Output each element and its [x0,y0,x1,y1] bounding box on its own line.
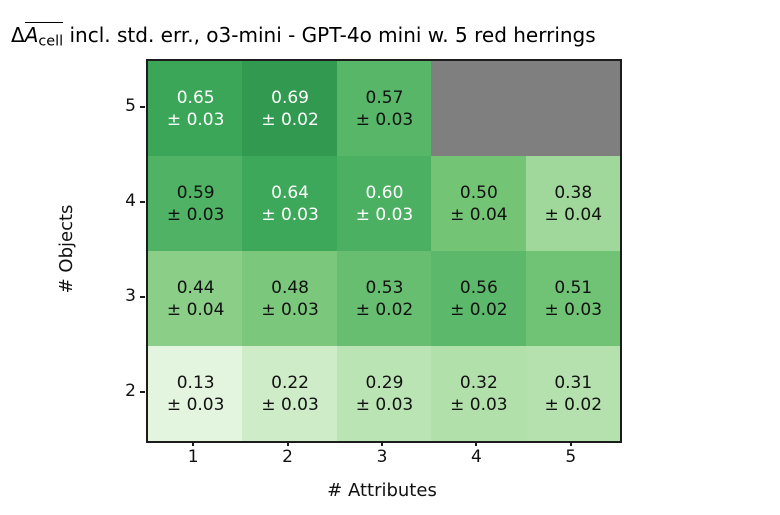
cell-stderr: ± 0.03 [450,394,508,415]
title-variable-subscript: cell [38,33,64,50]
cell-stderr: ± 0.03 [166,204,225,225]
cell-stderr: ± 0.02 [355,299,414,320]
heatmap-cell: 0.31 ± 0.02 [525,346,620,441]
cell-value: 0.65 [176,87,215,108]
cell-value: 0.56 [459,277,498,298]
heatmap-cell: 0.64 ± 0.03 [242,156,338,252]
x-tick-label: 5 [565,447,577,467]
title-delta: Δ [11,23,25,47]
heatmap-cell: 0.69 ± 0.02 [242,61,338,157]
heatmap-cell: 0.44 ± 0.04 [148,251,244,347]
y-tick-mark [140,295,145,298]
heatmap-cell: 0.48 ± 0.03 [242,251,338,347]
y-tick-label: 2 [125,380,136,401]
title-rest: incl. std. err., o3-mini - GPT-4o mini w… [63,23,596,47]
cell-value: 0.53 [365,277,404,298]
cell-stderr: ± 0.02 [261,109,319,130]
cell-value: 0.51 [554,277,593,298]
cell-value: 0.60 [365,182,404,203]
title-overlined-variable: Acell [24,22,64,50]
cell-value: 0.32 [459,372,498,393]
y-tick-mark [140,390,145,393]
heatmap-cell: 0.22 ± 0.03 [242,346,338,441]
heatmap-cell: 0.29 ± 0.03 [336,346,433,441]
x-tick-label: 2 [282,447,293,467]
x-tick-label: 1 [187,447,199,467]
cell-stderr: ± 0.02 [450,299,508,320]
x-tick-label: 3 [376,447,388,467]
heatmap-missing-cell [431,61,527,157]
x-tick-label: 4 [470,447,482,467]
cell-value: 0.38 [554,182,593,203]
x-tick-mark [381,441,383,446]
x-axis-label: # Attributes [327,480,437,501]
x-tick-mark [569,441,572,446]
cell-stderr: ± 0.03 [166,109,225,130]
y-tick-mark [140,105,145,108]
heatmap-cell: 0.50 ± 0.04 [431,156,527,252]
cell-value: 0.48 [271,277,309,298]
cell-value: 0.57 [365,87,404,108]
cell-value: 0.22 [271,372,309,393]
y-axis-label: # Objects [56,204,77,294]
cell-stderr: ± 0.03 [261,204,319,225]
heatmap-cell: 0.51 ± 0.03 [525,251,620,347]
cell-value: 0.13 [176,372,215,393]
cell-stderr: ± 0.02 [544,394,603,415]
heatmap-missing-cell [525,61,620,157]
heatmap-cell: 0.60 ± 0.03 [336,156,433,252]
cell-stderr: ± 0.03 [544,299,603,320]
heatmap-cell: 0.59 ± 0.03 [148,156,244,252]
heatmap-plot-area: 0.65 ± 0.03 0.69 ± 0.02 0.57 ± 0.03 0.59 ± 0.03… [146,59,622,443]
cell-value: 0.64 [271,182,309,203]
y-tick-label: 5 [125,95,136,116]
heatmap-cell: 0.38 ± 0.04 [525,156,620,252]
heatmap-cell: 0.65 ± 0.03 [148,61,244,157]
cell-value: 0.44 [176,277,215,298]
y-tick-mark [140,200,145,203]
chart-title: ΔAcell incl. std. err., o3-mini - GPT-4o… [11,22,596,50]
cell-stderr: ± 0.03 [261,394,319,415]
cell-stderr: ± 0.03 [355,109,414,130]
heatmap-cell: 0.32 ± 0.03 [431,346,527,441]
cell-value: 0.29 [365,372,404,393]
x-tick-mark [475,441,478,446]
cell-stderr: ± 0.03 [355,204,414,225]
cell-stderr: ± 0.04 [166,299,225,320]
heatmap-cell: 0.56 ± 0.02 [431,251,527,347]
cell-value: 0.50 [459,182,498,203]
cell-stderr: ± 0.03 [261,299,319,320]
cell-value: 0.59 [176,182,215,203]
x-tick-mark [192,441,195,446]
heatmap-cell: 0.57 ± 0.03 [336,61,433,157]
cell-value: 0.31 [554,372,593,393]
cell-stderr: ± 0.04 [544,204,603,225]
cell-stderr: ± 0.04 [450,204,508,225]
cell-stderr: ± 0.03 [166,394,225,415]
x-tick-mark [286,441,289,446]
y-tick-label: 3 [125,285,136,306]
y-tick-label: 4 [125,190,136,211]
cell-stderr: ± 0.03 [355,394,414,415]
heatmap-cell: 0.13 ± 0.03 [148,346,244,441]
heatmap-cell: 0.53 ± 0.02 [336,251,433,347]
cell-value: 0.69 [271,87,309,108]
